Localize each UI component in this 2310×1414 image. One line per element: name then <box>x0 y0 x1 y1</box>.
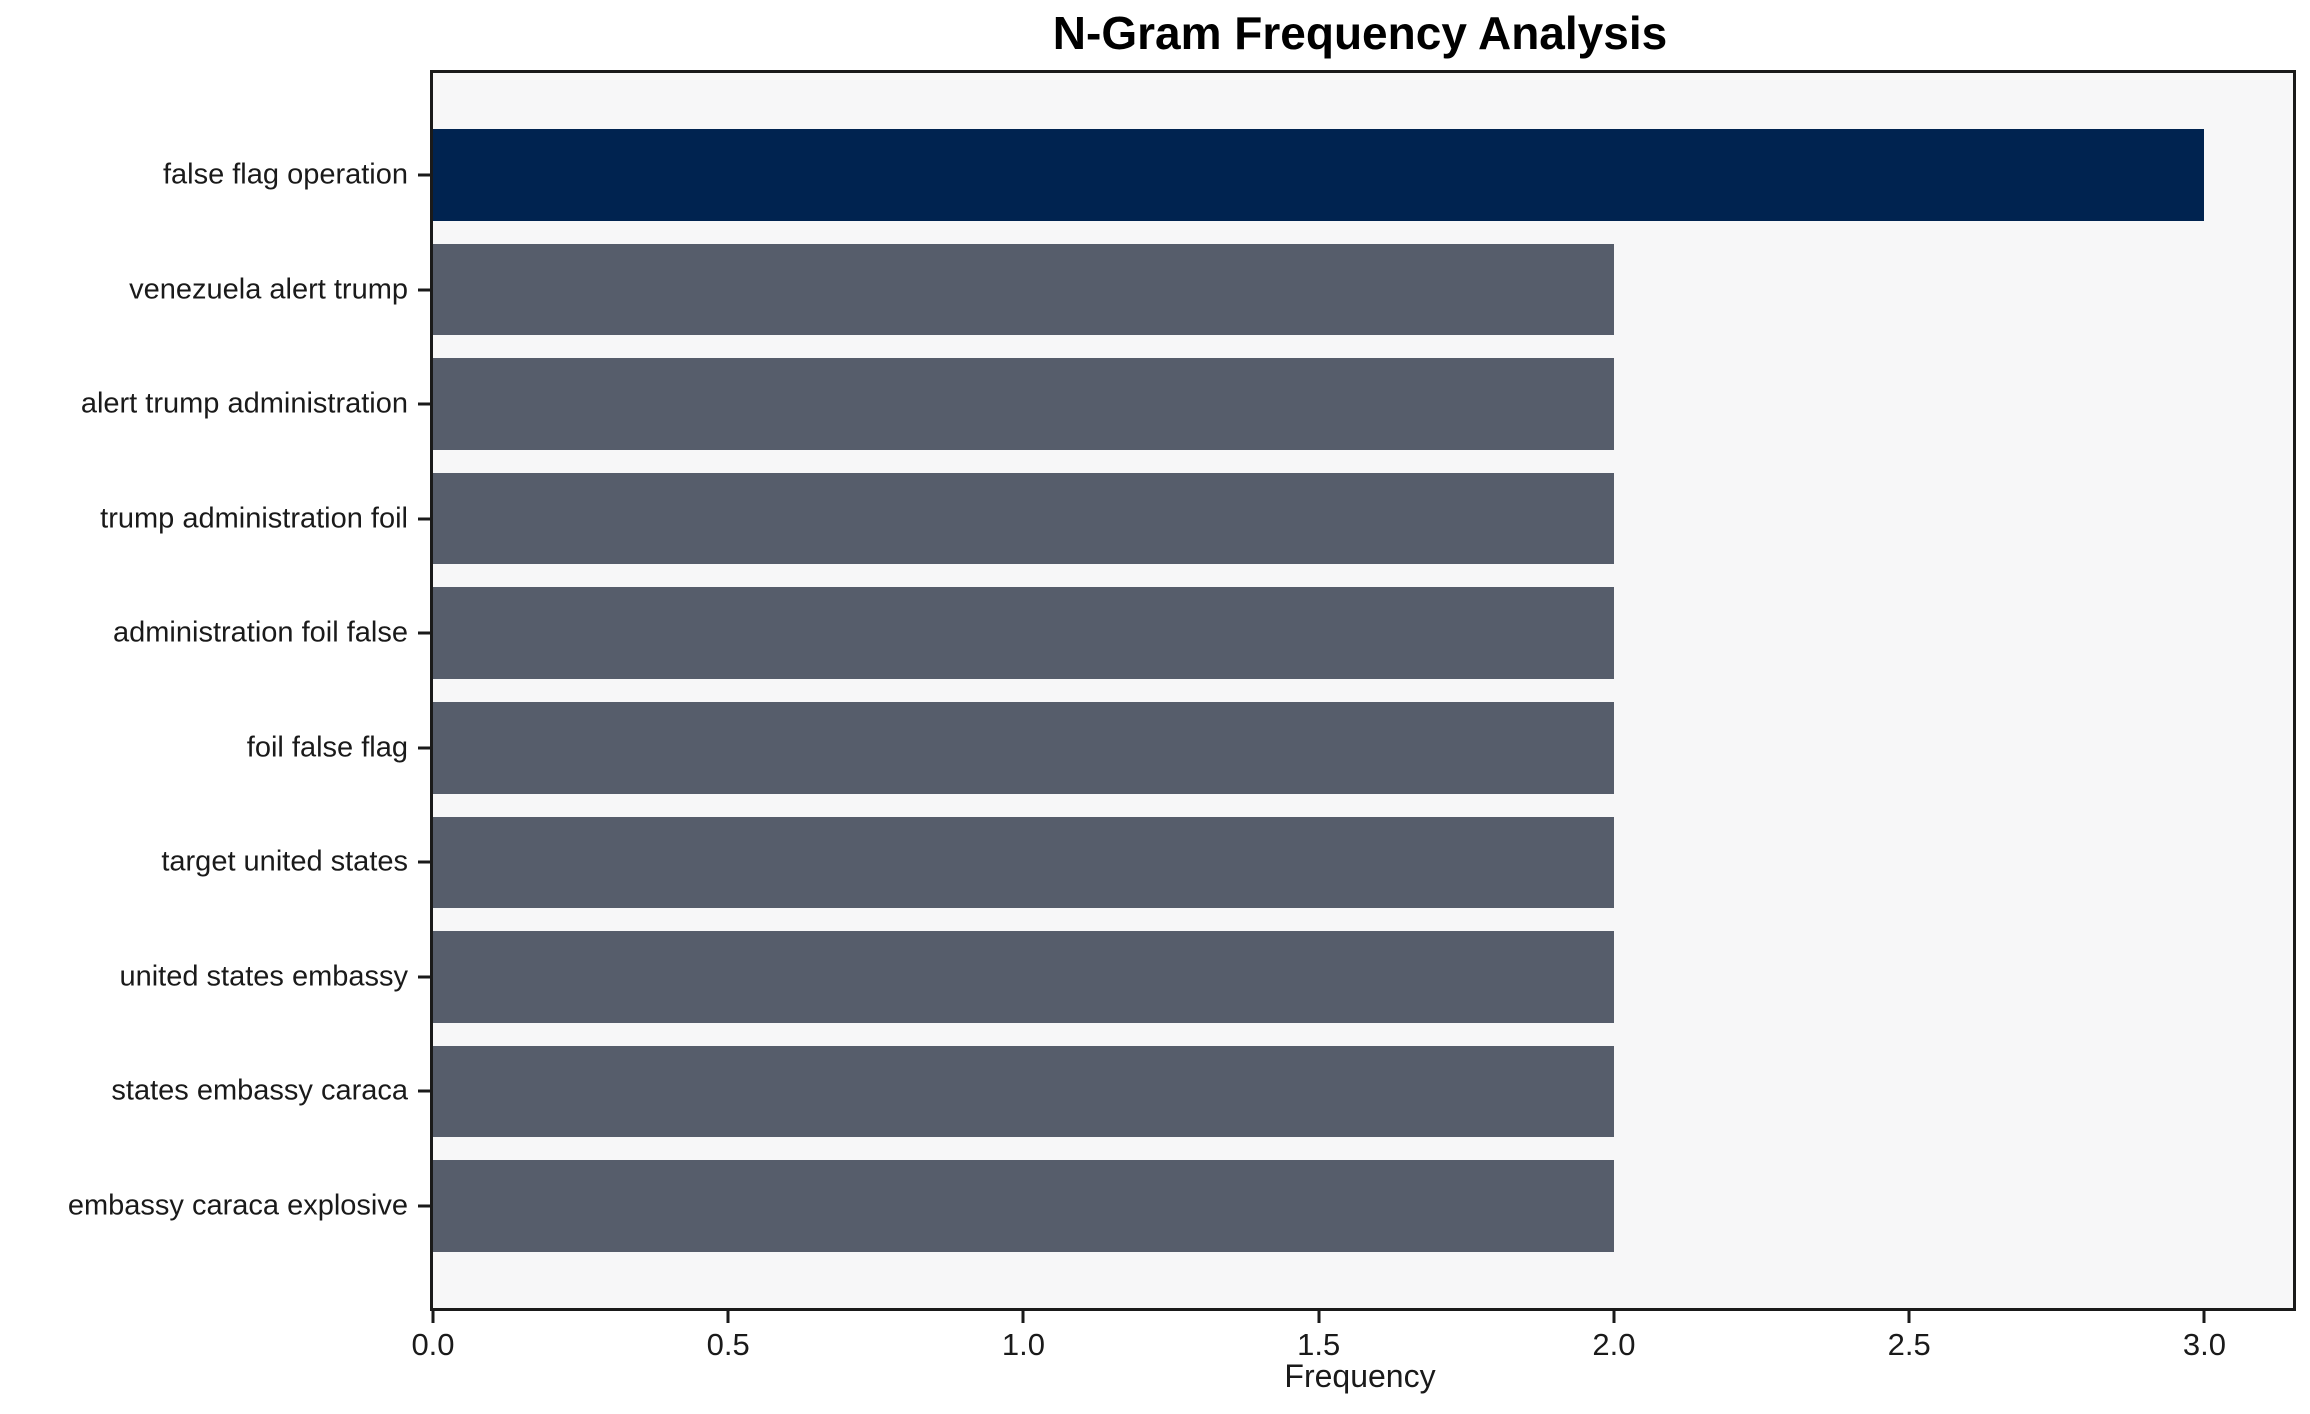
y-tick-mark <box>418 517 430 521</box>
x-tick-mark <box>2202 1311 2206 1323</box>
y-tick-label: false flag operation <box>162 158 408 191</box>
x-tick-label: 2.0 <box>1592 1327 1636 1362</box>
y-tick-label: united states embassy <box>119 960 408 993</box>
x-axis-title: Frequency <box>1284 1358 1436 1394</box>
bar <box>433 358 1614 450</box>
bar <box>433 701 1614 794</box>
x-tick-mark <box>431 1311 435 1323</box>
y-tick-label: states embassy caraca <box>111 1074 408 1107</box>
y-tick-mark <box>418 288 430 292</box>
plot-area <box>430 70 2296 1311</box>
x-tick-label: 3.0 <box>2182 1327 2226 1362</box>
x-tick-mark <box>1021 1311 1025 1323</box>
y-tick-label: administration foil false <box>113 616 408 649</box>
bar <box>433 129 2205 221</box>
x-tick-label: 1.5 <box>1297 1327 1341 1362</box>
y-tick-mark <box>418 860 430 864</box>
chart-title: N-Gram Frequency Analysis <box>1052 7 1668 59</box>
y-tick-mark <box>418 1204 430 1208</box>
bar <box>433 1160 1614 1252</box>
y-tick-mark <box>418 402 430 406</box>
x-tick-mark <box>726 1311 730 1323</box>
x-tick-mark <box>1907 1311 1911 1323</box>
bar <box>433 587 1614 680</box>
x-tick-label: 0.5 <box>706 1327 750 1362</box>
bar <box>433 931 1614 1023</box>
x-tick-label: 1.0 <box>1001 1327 1046 1362</box>
y-tick-label: trump administration foil <box>100 502 408 535</box>
x-tick-label: 2.5 <box>1887 1327 1931 1362</box>
y-tick-label: alert trump administration <box>80 387 408 420</box>
bar <box>433 816 1614 909</box>
bar <box>433 1045 1614 1138</box>
y-tick-label: embassy caraca explosive <box>67 1189 408 1222</box>
y-tick-mark <box>418 746 430 750</box>
y-tick-mark <box>418 1089 430 1093</box>
x-tick-mark <box>1317 1311 1321 1323</box>
y-tick-label: foil false flag <box>246 731 408 764</box>
y-tick-mark <box>418 173 430 177</box>
bar <box>433 243 1614 336</box>
y-tick-label: target united states <box>161 845 408 878</box>
y-tick-mark <box>418 631 430 635</box>
bar <box>433 472 1614 565</box>
x-tick-mark <box>1612 1311 1616 1323</box>
y-tick-mark <box>418 975 430 979</box>
x-tick-label: 0.0 <box>411 1327 455 1362</box>
y-tick-label: venezuela alert trump <box>129 273 408 306</box>
